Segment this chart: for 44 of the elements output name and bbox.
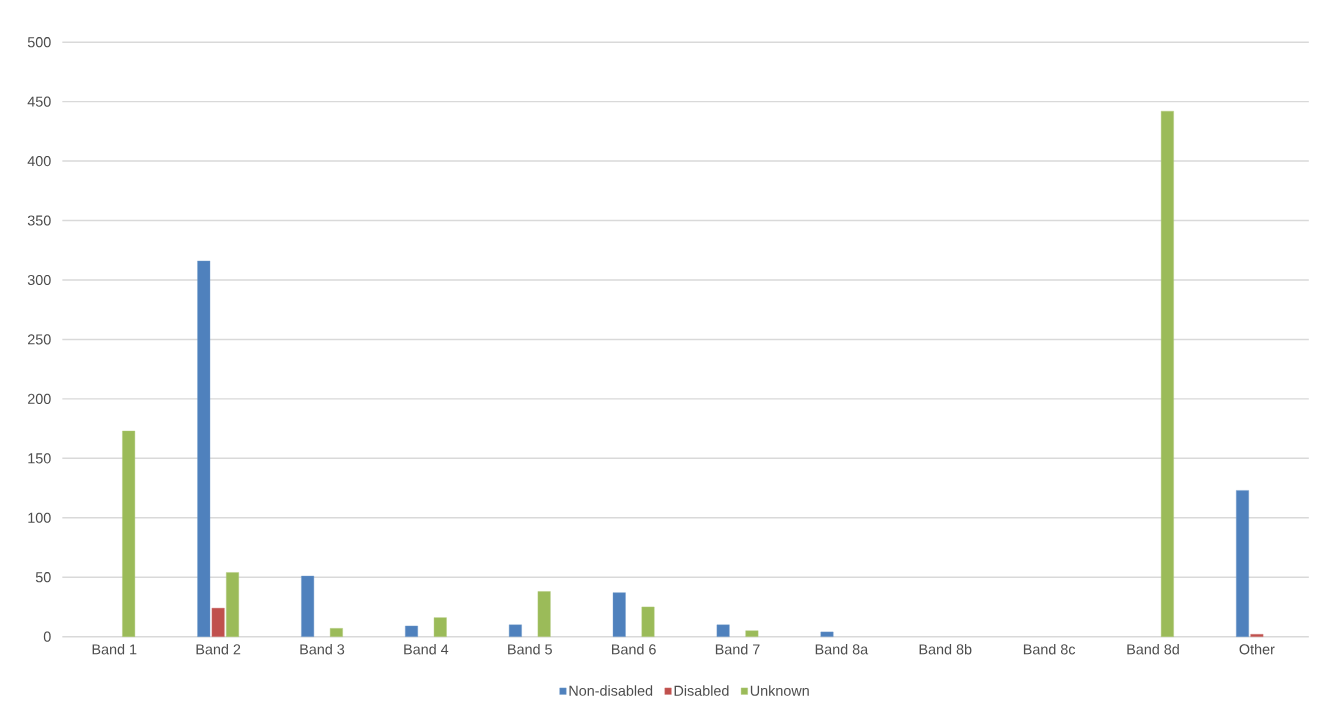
y-tick-label: 250 <box>28 334 51 345</box>
x-tick-label: Band 8c <box>1023 644 1076 655</box>
x-tick-label: Band 3 <box>300 644 345 655</box>
y-tick-label: 150 <box>28 453 51 464</box>
x-tick-label: Other <box>1239 644 1275 655</box>
x-tick-label: Band 8b <box>919 644 972 655</box>
y-tick-label: 300 <box>27 275 51 286</box>
y-tick-label: 100 <box>28 512 51 523</box>
bar <box>301 575 315 637</box>
bar <box>716 624 730 637</box>
bar <box>329 628 343 637</box>
y-tick-label: 50 <box>35 572 51 583</box>
bar <box>197 260 211 637</box>
x-tick-label: Band 2 <box>196 644 241 655</box>
bar <box>211 608 225 637</box>
legend-label: Non-disabled <box>569 685 653 696</box>
bar <box>745 630 759 637</box>
x-tick-label: Band 5 <box>508 644 552 655</box>
y-tick-label: 350 <box>27 215 51 226</box>
bar <box>405 625 418 637</box>
legend-label: Unknown <box>750 685 809 696</box>
x-tick-label: Band 7 <box>715 644 760 655</box>
y-tick-label: 500 <box>27 37 51 48</box>
x-tick-label: Band 8a <box>815 644 869 655</box>
bar <box>122 430 136 637</box>
bar <box>820 631 834 637</box>
bar <box>641 606 655 637</box>
x-tick-label: Band 8d <box>1127 644 1179 655</box>
y-tick-label: 200 <box>28 393 51 405</box>
bar <box>1160 111 1174 637</box>
bar <box>226 572 239 637</box>
x-tick-label: Band 4 <box>404 644 449 655</box>
x-tick-label: Band 1 <box>92 644 137 655</box>
bar <box>537 591 551 637</box>
y-tick-label: 450 <box>27 96 51 107</box>
bar <box>508 624 522 637</box>
legend-label: Disabled <box>674 685 729 696</box>
y-tick-label: 0 <box>43 631 51 642</box>
bar <box>1250 634 1264 637</box>
x-tick-label: Band 6 <box>612 644 656 655</box>
bar <box>1236 490 1249 637</box>
bar <box>612 592 626 637</box>
bar <box>433 617 447 637</box>
y-tick-label: 400 <box>27 156 51 167</box>
